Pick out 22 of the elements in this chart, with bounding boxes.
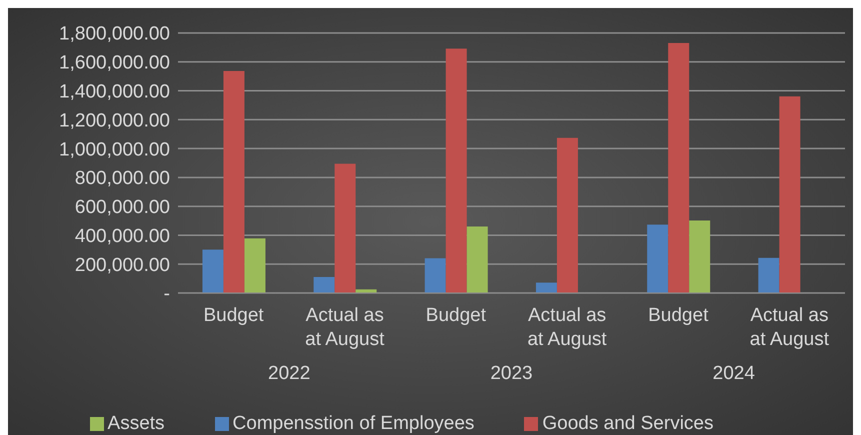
text: 2023: [489, 363, 534, 385]
y-tick-label: 1,400,000.00: [59, 82, 170, 103]
x-tick-label: Budget: [426, 305, 487, 326]
y-tick-label: 1,600,000.00: [59, 52, 170, 74]
y-tick-label: 800,000.00: [74, 168, 170, 190]
y-tick-label: 600,000.00: [74, 197, 170, 218]
text: 2024: [712, 363, 756, 385]
y-tick-label: 400,000.00: [74, 226, 170, 247]
y-tick-label: 1,000,000.00: [59, 139, 170, 160]
y-tick-label: 200,000.00: [74, 254, 170, 276]
x-tick-label: Actual as at August: [527, 305, 608, 350]
legend-label: Compensstion of Employees: [232, 413, 474, 434]
text: 2022: [267, 363, 312, 385]
legend-label: Assets: [108, 413, 165, 434]
x-tick-label: Actual as at August: [305, 305, 386, 350]
y-tick-label: -: [164, 284, 170, 305]
x-tick-label: Budget: [203, 305, 264, 326]
x-tick-label: Actual as at August: [750, 305, 830, 350]
y-tick-label: 1,800,000.00: [59, 24, 170, 45]
y-tick-label: 1,200,000.00: [59, 110, 170, 132]
x-tick-label: Budget: [648, 305, 710, 326]
legend-label: Goods and Services: [542, 413, 714, 434]
